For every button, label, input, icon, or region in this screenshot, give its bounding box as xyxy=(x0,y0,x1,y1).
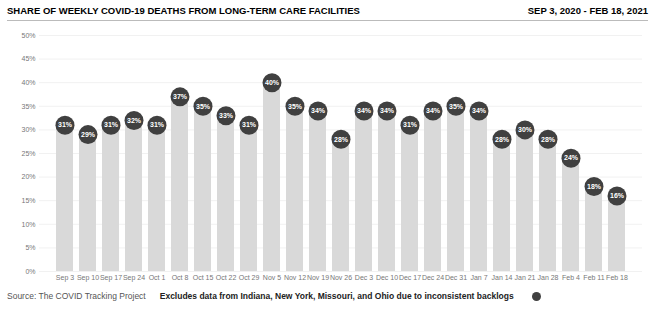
svg-text:29%: 29% xyxy=(81,131,96,138)
svg-text:37%: 37% xyxy=(173,93,188,100)
svg-text:30%: 30% xyxy=(518,126,533,133)
svg-text:45%: 45% xyxy=(21,55,35,62)
svg-text:40%: 40% xyxy=(21,79,35,86)
svg-text:Nov 5: Nov 5 xyxy=(263,274,281,281)
svg-text:25%: 25% xyxy=(21,150,35,157)
svg-text:Dec 10: Dec 10 xyxy=(376,274,398,281)
svg-text:Jan 7: Jan 7 xyxy=(470,274,487,281)
svg-text:34%: 34% xyxy=(426,107,441,114)
svg-text:Dec 31: Dec 31 xyxy=(445,274,467,281)
svg-text:Oct 15: Oct 15 xyxy=(193,274,214,281)
svg-text:Feb 18: Feb 18 xyxy=(606,274,628,281)
svg-text:32%: 32% xyxy=(127,117,142,124)
svg-text:Oct 1: Oct 1 xyxy=(149,274,166,281)
svg-text:18%: 18% xyxy=(587,183,602,190)
svg-text:24%: 24% xyxy=(564,154,579,161)
svg-text:Jan 28: Jan 28 xyxy=(537,274,558,281)
svg-text:Nov 19: Nov 19 xyxy=(307,274,329,281)
svg-text:Jan 21: Jan 21 xyxy=(514,274,535,281)
html-text:Source: The COVID Tracking Pro: Source: The COVID Tracking Project xyxy=(7,291,146,301)
svg-text:Oct 22: Oct 22 xyxy=(216,274,237,281)
svg-text:35%: 35% xyxy=(196,103,211,110)
svg-text:Nov 12: Nov 12 xyxy=(284,274,306,281)
svg-text:5%: 5% xyxy=(25,244,35,251)
svg-text:34%: 34% xyxy=(357,107,372,114)
svg-text:Oct 8: Oct 8 xyxy=(172,274,189,281)
html-text:Excludes data from Indiana, Ne: Excludes data from Indiana, New York, Mi… xyxy=(159,291,514,301)
svg-text:34%: 34% xyxy=(472,107,487,114)
svg-text:28%: 28% xyxy=(334,136,349,143)
svg-text:Sep 10: Sep 10 xyxy=(77,274,99,282)
svg-text:Sep 17: Sep 17 xyxy=(100,274,122,282)
svg-text:Dec 17: Dec 17 xyxy=(399,274,421,281)
svg-text:35%: 35% xyxy=(288,103,303,110)
svg-text:33%: 33% xyxy=(219,112,234,119)
svg-text:31%: 31% xyxy=(242,121,257,128)
svg-text:Sep 24: Sep 24 xyxy=(123,274,145,282)
svg-text:31%: 31% xyxy=(58,121,73,128)
svg-text:Feb 4: Feb 4 xyxy=(562,274,580,281)
svg-text:30%: 30% xyxy=(21,126,35,133)
svg-text:Dec 24: Dec 24 xyxy=(422,274,444,281)
svg-text:Feb 11: Feb 11 xyxy=(583,274,604,281)
svg-text:28%: 28% xyxy=(541,136,556,143)
svg-text:Jan 14: Jan 14 xyxy=(491,274,512,281)
svg-text:Nov 26: Nov 26 xyxy=(330,274,352,281)
svg-text:31%: 31% xyxy=(403,121,418,128)
svg-text:28%: 28% xyxy=(495,136,510,143)
svg-text:0%: 0% xyxy=(25,268,35,275)
svg-text:20%: 20% xyxy=(21,173,35,180)
svg-text:35%: 35% xyxy=(21,103,35,110)
svg-text:31%: 31% xyxy=(104,121,119,128)
svg-text:34%: 34% xyxy=(380,107,395,114)
svg-text:40%: 40% xyxy=(265,79,280,86)
svg-text:Sep 3: Sep 3 xyxy=(56,274,74,282)
svg-text:Dec 3: Dec 3 xyxy=(355,274,373,281)
html-text:SEP 3, 2020 - FEB 18, 2021: SEP 3, 2020 - FEB 18, 2021 xyxy=(527,5,648,16)
svg-text:35%: 35% xyxy=(449,103,464,110)
svg-text:Oct 29: Oct 29 xyxy=(239,274,260,281)
html-text:SHARE OF WEEKLY COVID-19 DEATH: SHARE OF WEEKLY COVID-19 DEATHS FROM LON… xyxy=(7,5,360,16)
svg-text:16%: 16% xyxy=(610,192,625,199)
svg-text:50%: 50% xyxy=(21,32,35,39)
svg-text:10%: 10% xyxy=(21,221,35,228)
svg-text:15%: 15% xyxy=(21,197,35,204)
svg-text:34%: 34% xyxy=(311,107,326,114)
svg-text:31%: 31% xyxy=(150,121,165,128)
